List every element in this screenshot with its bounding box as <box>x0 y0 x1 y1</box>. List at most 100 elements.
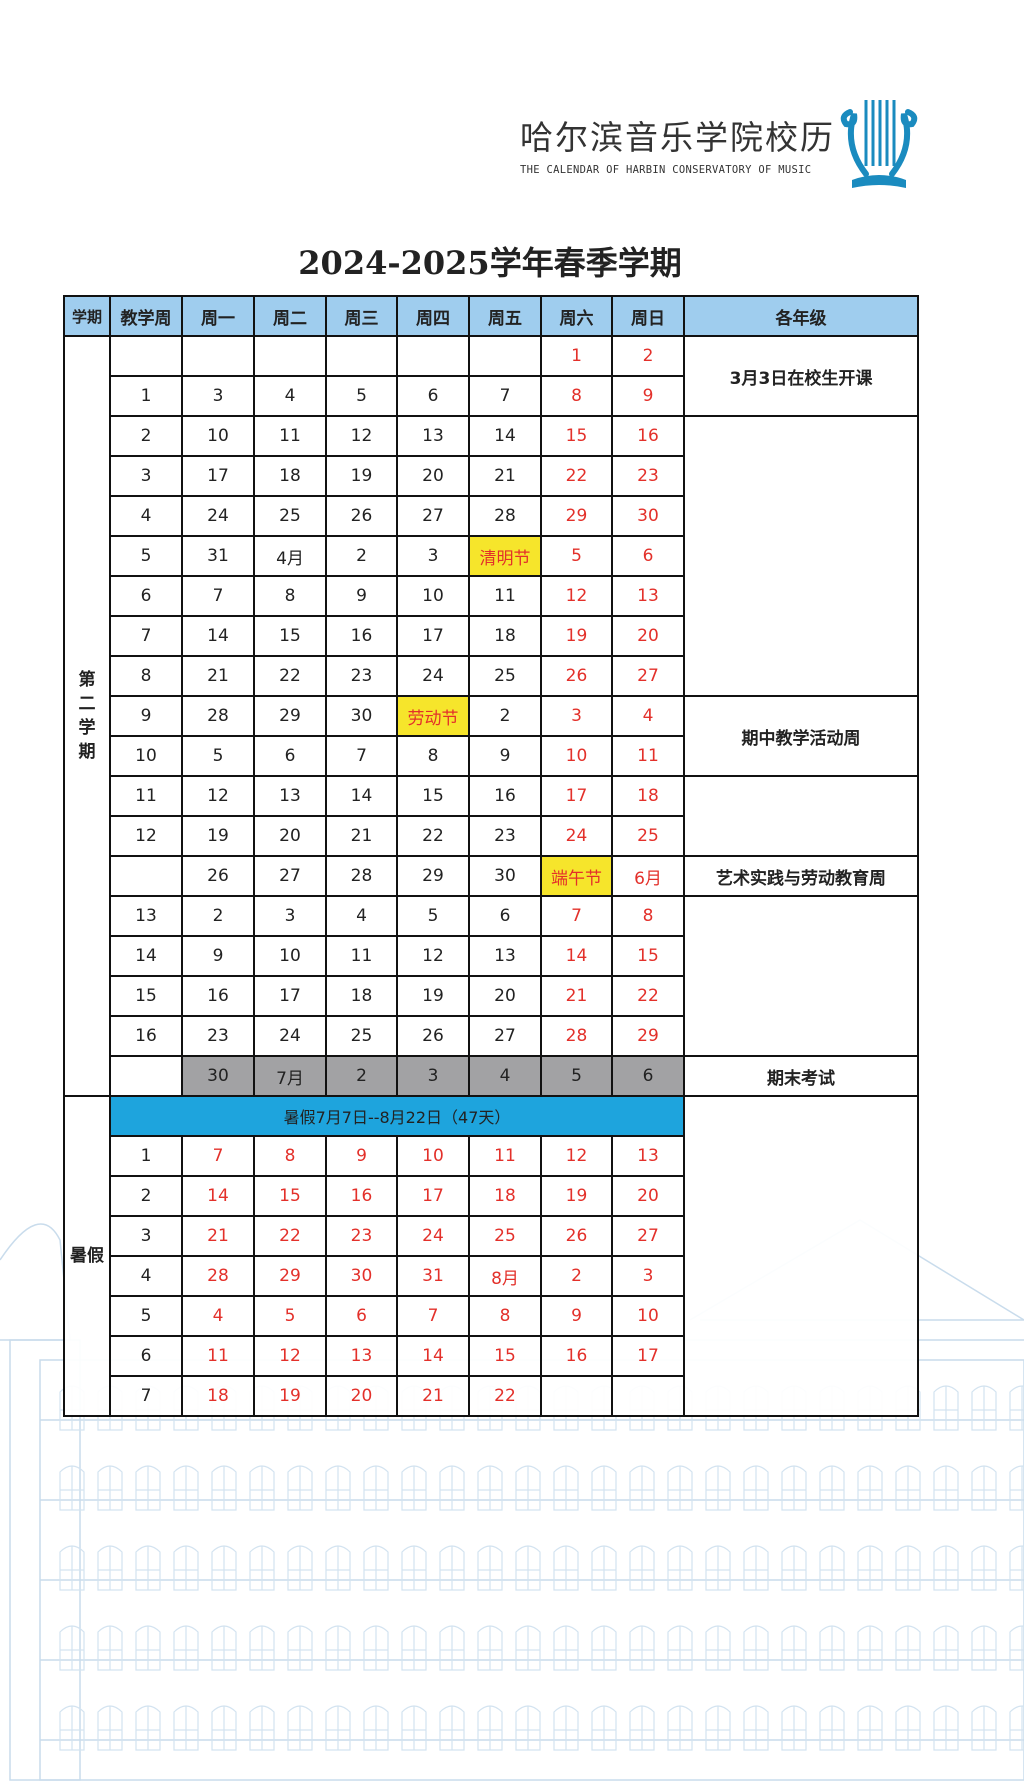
day-cell: 11 <box>468 1135 542 1177</box>
table-row: 2 14 15 16 17 18 19 20 <box>64 1175 918 1217</box>
day-cell: 5 <box>181 735 255 777</box>
day-cell: 21 <box>181 1215 255 1257</box>
building-window <box>1009 1545 1024 1591</box>
day-cell: 26 <box>325 495 398 537</box>
column-header: 周三 <box>325 295 398 337</box>
day-cell <box>253 335 327 377</box>
day-cell: 20 <box>611 1175 685 1217</box>
building-window <box>363 1705 389 1751</box>
week-number <box>109 335 183 377</box>
day-cell: 9 <box>325 1135 398 1177</box>
day-cell: 4 <box>325 895 398 937</box>
table-row: 2 10 11 12 13 14 15 16 <box>64 415 919 697</box>
building-window <box>249 1705 275 1751</box>
day-cell: 21 <box>181 655 255 697</box>
building-window <box>173 1625 199 1671</box>
building-window <box>439 1705 465 1751</box>
day-cell: 25 <box>253 495 327 537</box>
day-cell: 6 <box>611 535 685 577</box>
day-cell: 6 <box>325 1295 398 1337</box>
building-window <box>819 1545 845 1591</box>
day-cell: 26 <box>181 855 255 897</box>
day-cell: 3 <box>253 895 327 937</box>
building-window <box>211 1705 237 1751</box>
table-row: 6 11 12 13 14 15 16 17 <box>64 1335 918 1377</box>
building-window <box>325 1705 351 1751</box>
day-cell: 12 <box>181 775 255 817</box>
week-number: 7 <box>109 615 183 657</box>
table-row: 1 7 8 9 10 11 12 13 <box>64 1135 918 1177</box>
day-cell: 18 <box>181 1375 255 1417</box>
day-cell: 12 <box>540 575 613 617</box>
page-title: 2024-2025学年春季学期 <box>298 244 682 282</box>
day-cell: 21 <box>396 1375 470 1417</box>
day-cell: 31 <box>396 1255 470 1297</box>
day-cell: 31 <box>181 535 255 577</box>
table-row: 4 24 25 26 27 28 29 30 <box>64 495 918 537</box>
building-window <box>743 1705 769 1751</box>
day-cell: 7 <box>325 735 398 777</box>
calendar-table: 学期 教学周 周一 周二 周三 周四 周五 周六 周日 各年级 第二学期 1 2 3月3日在校生开课 1 3… <box>63 295 919 1417</box>
day-cell: 6 <box>468 895 542 937</box>
column-header: 周四 <box>396 295 470 337</box>
week-number: 6 <box>109 1335 183 1377</box>
day-cell: 4 <box>611 695 685 737</box>
table-row: 12 19 20 21 22 23 24 25 <box>64 815 918 857</box>
day-cell: 8 <box>611 895 685 937</box>
table-row: 7 18 19 20 21 22 <box>64 1375 918 1417</box>
day-cell: 13 <box>611 575 685 617</box>
building-window <box>97 1465 123 1511</box>
day-cell <box>540 1375 613 1417</box>
day-cell: 22 <box>253 1215 327 1257</box>
building-window <box>667 1705 693 1751</box>
building-window <box>401 1705 427 1751</box>
building-window <box>591 1465 617 1511</box>
building-window <box>553 1625 579 1671</box>
day-cell: 24 <box>253 1015 327 1057</box>
day-cell: 7 <box>396 1295 470 1337</box>
building-window <box>705 1625 731 1671</box>
building-window <box>363 1545 389 1591</box>
building-window <box>553 1545 579 1591</box>
week-number: 8 <box>109 655 183 697</box>
building-window <box>667 1545 693 1591</box>
column-header: 周一 <box>181 295 255 337</box>
day-cell: 5 <box>540 1055 613 1097</box>
summer-banner: 暑假7月7日--8月22日（47天） <box>109 1095 685 1137</box>
grade-note: 期末考试 <box>683 1055 919 1097</box>
building-window <box>59 1465 85 1511</box>
day-cell: 24 <box>181 495 255 537</box>
day-cell: 22 <box>253 655 327 697</box>
day-cell: 29 <box>253 1255 327 1297</box>
building-window <box>781 1465 807 1511</box>
building-window <box>439 1545 465 1591</box>
day-cell: 29 <box>396 855 470 897</box>
day-cell: 8 <box>540 375 613 417</box>
day-cell: 14 <box>540 935 613 977</box>
building-window <box>971 1625 997 1671</box>
week-number: 13 <box>109 895 183 937</box>
week-number: 7 <box>109 1375 183 1417</box>
day-cell: 24 <box>396 655 470 697</box>
building-window <box>895 1705 921 1751</box>
day-cell: 3 <box>396 1055 470 1097</box>
building-window <box>287 1545 313 1591</box>
semester-label: 第二学期 <box>63 335 111 1097</box>
building-window <box>249 1625 275 1671</box>
day-cell: 17 <box>396 1175 470 1217</box>
brand-title-cn: 哈尔滨音乐学院校历 <box>520 118 835 157</box>
day-cell: 7月 <box>253 1055 327 1097</box>
day-cell: 21 <box>325 815 398 857</box>
day-cell: 15 <box>611 935 685 977</box>
campus-building-watermark <box>0 1219 1024 1781</box>
building-window <box>705 1705 731 1751</box>
building-window <box>971 1705 997 1751</box>
day-cell: 9 <box>540 1295 613 1337</box>
day-cell: 9 <box>181 935 255 977</box>
day-cell: 23 <box>611 455 685 497</box>
building-window <box>819 1625 845 1671</box>
week-number: 11 <box>109 775 183 817</box>
building-window <box>325 1465 351 1511</box>
day-cell: 29 <box>540 495 613 537</box>
week-number: 2 <box>109 1175 183 1217</box>
